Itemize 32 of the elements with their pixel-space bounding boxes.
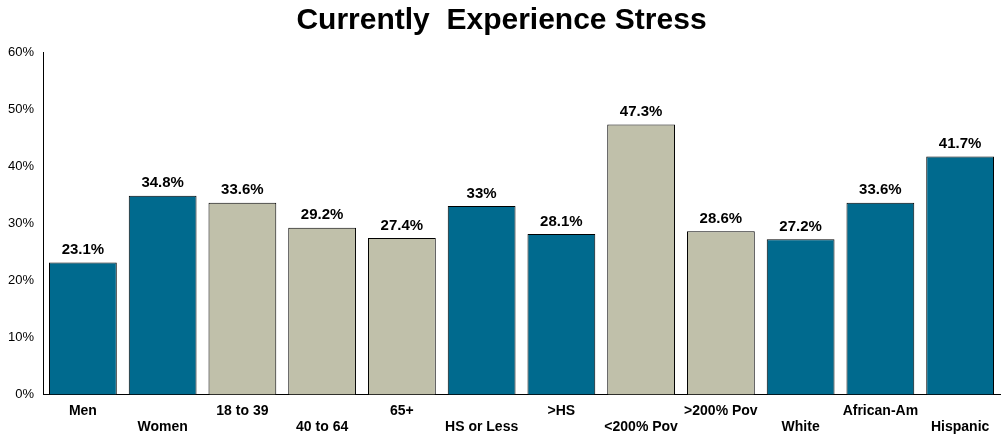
x-tick-label: Hispanic xyxy=(930,418,990,435)
data-label: 29.2% xyxy=(300,205,344,223)
x-tick-label: Women xyxy=(137,418,188,435)
data-label: 28.6% xyxy=(699,208,743,226)
y-tick-label: 40% xyxy=(7,157,35,173)
chart-title: Currently Experience Stress xyxy=(295,2,708,36)
x-tick-label: African-Am xyxy=(842,401,919,418)
x-tick-label: >200% Pov xyxy=(684,401,758,418)
data-label: 47.3% xyxy=(619,102,663,120)
data-label: 27.4% xyxy=(380,215,424,233)
y-tick-label: 30% xyxy=(7,214,35,230)
x-tick-label: HS or Less xyxy=(445,418,519,435)
data-label: 23.1% xyxy=(61,240,105,258)
x-tick-label: <200% Pov xyxy=(604,418,679,435)
y-tick-label: 0% xyxy=(15,385,35,401)
data-label: 33.6% xyxy=(221,180,264,198)
data-label: 41.7% xyxy=(938,134,982,152)
data-label: 27.2% xyxy=(779,216,822,234)
y-tick-label: 50% xyxy=(7,100,35,116)
y-tick-label: 60% xyxy=(7,43,35,59)
data-label: 33% xyxy=(466,183,497,201)
data-label: 28.1% xyxy=(540,211,583,229)
x-tick-label: 65+ xyxy=(390,401,414,418)
x-tick-label: >HS xyxy=(547,401,576,418)
data-label: 33.6% xyxy=(859,180,902,198)
x-tick-label: 18 to 39 xyxy=(216,401,269,418)
x-tick-label: White xyxy=(781,418,820,435)
y-tick-label: 10% xyxy=(7,328,35,344)
x-tick-label: Men xyxy=(68,401,97,418)
x-tick-label: 40 to 64 xyxy=(296,418,349,435)
data-label: 34.8% xyxy=(141,173,184,191)
y-tick-label: 20% xyxy=(7,271,35,287)
